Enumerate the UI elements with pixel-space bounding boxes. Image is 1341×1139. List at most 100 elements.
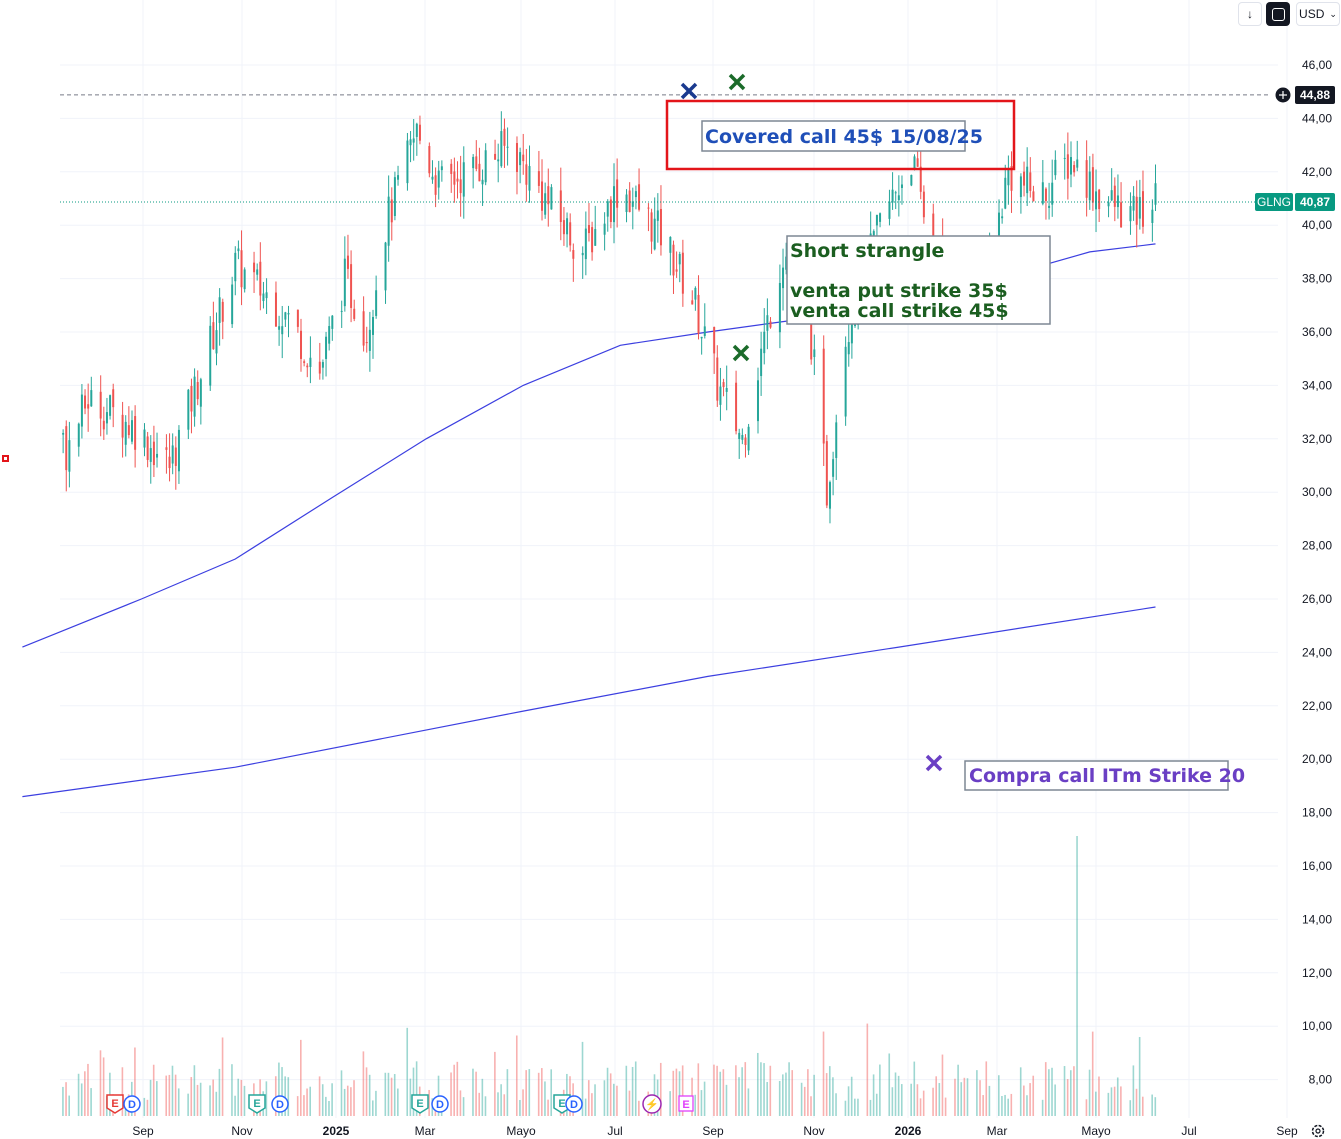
volume-bar [638, 1100, 640, 1116]
volume-bar [281, 1067, 283, 1116]
x-marker-icon[interactable] [728, 73, 746, 91]
candle-body [822, 348, 825, 444]
candle-body [503, 128, 506, 146]
candle-body [84, 395, 87, 409]
volume-bar [625, 1065, 628, 1116]
candle-body [625, 194, 628, 213]
candle-body [397, 175, 400, 180]
volume-bar [218, 1068, 221, 1116]
volume-bar [456, 1061, 459, 1116]
candle-body [1004, 177, 1007, 209]
candle-body [888, 201, 891, 219]
candle-body [415, 123, 418, 137]
chevron-down-icon: ⌄ [1329, 8, 1337, 19]
candle-body [478, 163, 481, 182]
volume-bar [960, 1082, 963, 1116]
volume-bar [331, 1083, 333, 1116]
event-marker-earnings-red[interactable]: E [106, 1094, 124, 1114]
event-marker-earnings-future[interactable]: E [678, 1095, 694, 1112]
covered-call-highlight-box[interactable] [665, 99, 1016, 171]
volume-bar [982, 1095, 984, 1116]
event-markers-row[interactable]: E D E D E D E D ⚡ E [106, 1094, 694, 1114]
candle-body [365, 342, 368, 344]
last-price-badge[interactable]: GLNG 40,87 [1255, 193, 1335, 211]
candle-body [835, 422, 838, 458]
currency-select[interactable]: USD ⌄ [1296, 2, 1340, 26]
event-marker-dividend[interactable]: D [271, 1095, 289, 1113]
candle-body [1073, 165, 1076, 173]
volume-bar [209, 1085, 211, 1116]
event-marker-dividend[interactable]: D [431, 1095, 449, 1113]
volume-bar [1138, 1037, 1141, 1116]
price-tick-label: 24,00 [1302, 645, 1332, 659]
short-strangle-label-box[interactable] [786, 235, 1051, 325]
short-strangle-put: venta put strike 35$ [790, 280, 1008, 302]
candle-body [891, 189, 894, 203]
candle-body [1132, 195, 1135, 211]
candle-body [656, 210, 659, 221]
candle-body [653, 218, 656, 250]
volume-bar [897, 1075, 900, 1116]
event-marker-earnings-green[interactable]: E [411, 1094, 429, 1114]
volume-bar [1051, 1067, 1053, 1116]
candle-body [769, 321, 772, 328]
candle-body [350, 264, 353, 308]
candle-body [149, 448, 152, 462]
volume-bar [769, 1065, 772, 1116]
candle-body [325, 336, 328, 359]
volume-bar [803, 1086, 806, 1116]
volume-bar [462, 1097, 465, 1116]
volume-bar [963, 1077, 966, 1116]
fit-screen-button[interactable] [1266, 2, 1290, 26]
candle-body [675, 269, 678, 272]
volume-bar [265, 1081, 268, 1116]
price-tick-label: 32,00 [1302, 432, 1332, 446]
candle-body [1098, 189, 1101, 210]
gear-icon[interactable] [1311, 1124, 1325, 1138]
candle-body [650, 212, 653, 242]
candle-body [672, 244, 675, 276]
time-axis[interactable]: Sep Nov 2025 Mar Mayo Jul Sep Nov 2026 Mar Mayo Jul… [132, 1124, 1298, 1138]
x-marker-icon[interactable] [680, 82, 698, 100]
event-marker-dividend[interactable]: D [565, 1095, 583, 1113]
volume-bar [221, 1037, 224, 1116]
candle-body [506, 146, 509, 148]
candle-body [174, 447, 177, 466]
volume-bar [760, 1062, 762, 1116]
candle-body [844, 346, 847, 417]
volume-bar [80, 1083, 83, 1116]
event-marker-dividend[interactable]: D [123, 1095, 141, 1113]
event-marker-earnings-green[interactable]: E [248, 1094, 266, 1114]
candle-body [850, 323, 853, 344]
download-button[interactable]: ↓ [1238, 2, 1262, 26]
itm-call-label-box[interactable] [964, 760, 1229, 791]
price-axis[interactable]: 46,00 44,00 42,00 40,00 38,00 36,00 34,00 32,00… [1302, 58, 1332, 1087]
volume-bar [603, 1080, 606, 1116]
event-marker-earnings-green[interactable]: E [553, 1094, 571, 1114]
candle-body [171, 445, 174, 464]
candle-body [1135, 196, 1138, 225]
volume-bar [910, 1083, 912, 1116]
volume-bar [879, 1064, 881, 1116]
candle-body [196, 382, 199, 400]
volume-bar [1029, 1083, 1031, 1116]
covered-call-label-box[interactable] [701, 120, 966, 152]
candle-body [218, 297, 221, 323]
candle-body [1041, 182, 1044, 204]
candle-body [231, 284, 234, 325]
crosshair-price-badge[interactable]: 44,88 [1274, 86, 1335, 104]
x-marker-icon[interactable] [732, 344, 750, 362]
fit-screen-icon [1271, 7, 1285, 21]
candle-body [165, 447, 168, 450]
candle-body [828, 482, 831, 509]
volume-bar [941, 1054, 944, 1116]
candle-body [541, 181, 544, 211]
volume-bar [813, 1074, 815, 1116]
volume-bar [888, 1053, 891, 1116]
x-marker-icon[interactable] [925, 754, 943, 772]
event-marker-flash[interactable]: ⚡ [642, 1094, 662, 1114]
volume-bar [591, 1093, 593, 1116]
candle-body [628, 190, 631, 212]
candle-body [1113, 185, 1116, 207]
